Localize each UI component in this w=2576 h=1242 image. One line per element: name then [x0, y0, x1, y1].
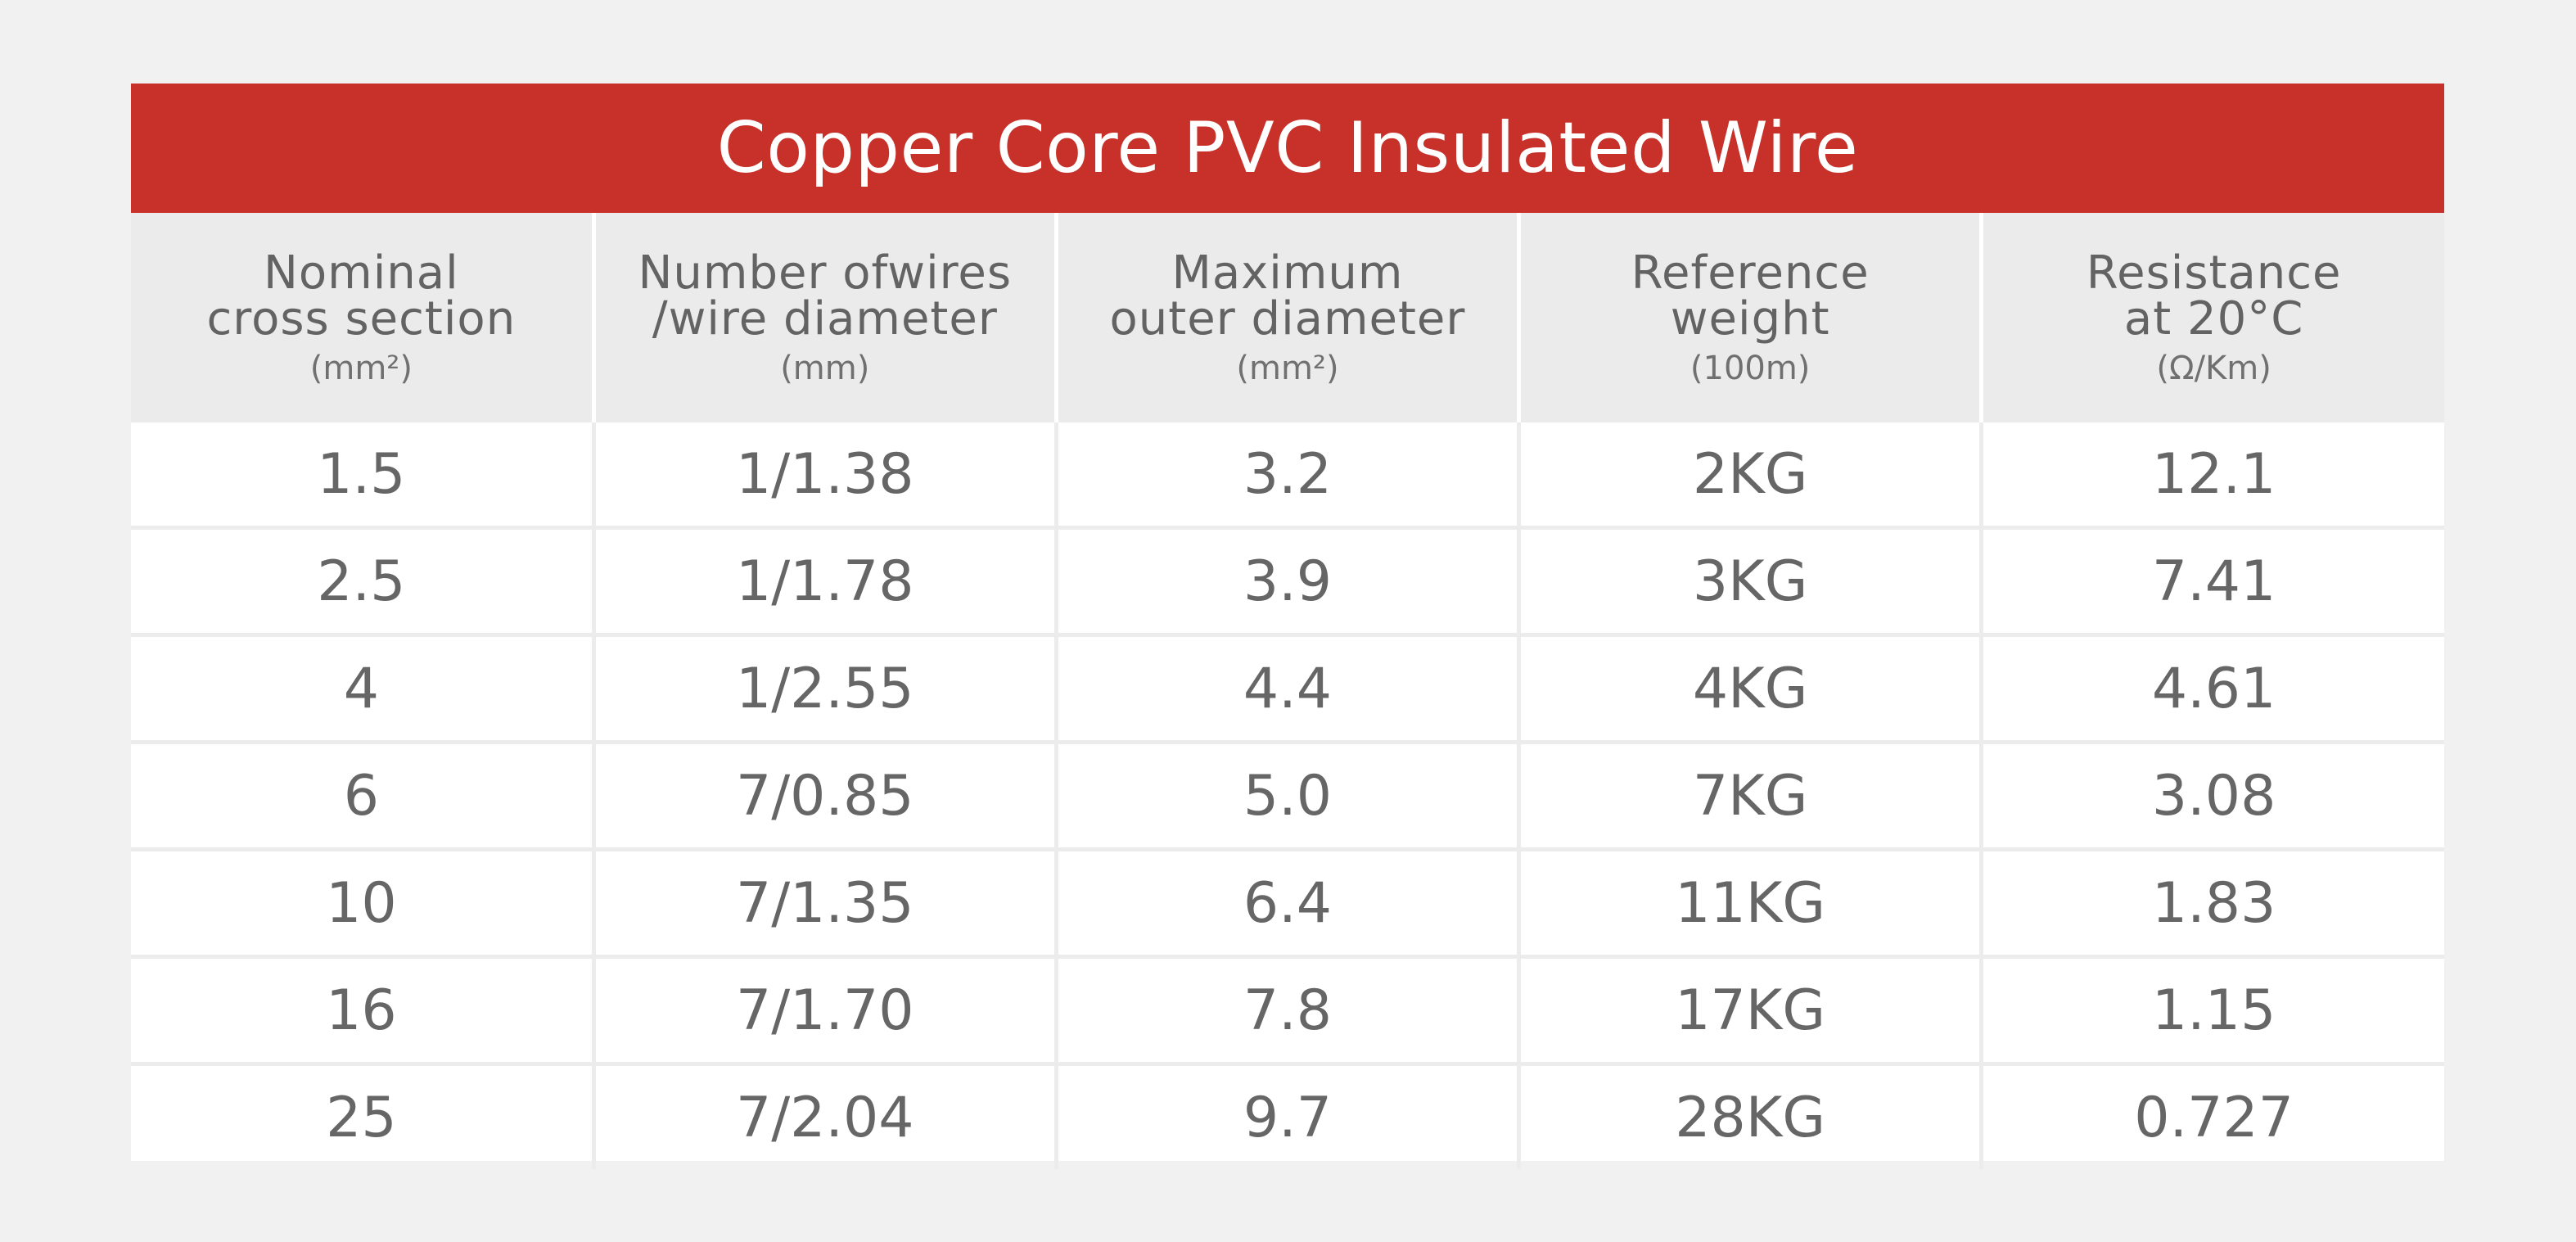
header-line1: Number ofwires [638, 246, 1013, 300]
table-cell: 4.4 [1056, 635, 1522, 744]
header-line1: Maximum [1171, 246, 1404, 300]
header-line2: /wire diameter [652, 292, 998, 346]
table-cell: 5.0 [1056, 742, 1522, 851]
table-cell: 7/1.70 [593, 956, 1058, 1066]
table-cell: 6 [131, 742, 596, 851]
table-cell: 17KG [1518, 956, 1984, 1066]
table-cell: 4 [131, 635, 596, 744]
header-unit: (Ω/Km) [2156, 350, 2271, 387]
header-line2: outer diameter [1109, 292, 1466, 346]
header-unit: (mm²) [309, 350, 413, 387]
spec-table-card: Copper Core PVC Insulated Wire Nominal c… [131, 84, 2444, 1169]
table-cell: 28KG [1518, 1064, 1984, 1169]
table-row: 10 7/1.35 6.4 11KG 1.83 [131, 849, 2444, 959]
table-cell: 11KG [1518, 849, 1984, 959]
table-row: 6 7/0.85 5.0 7KG 3.08 [131, 742, 2444, 851]
table-cell: 7/0.85 [593, 742, 1058, 851]
table-cell: 7.41 [1981, 527, 2444, 637]
table-cell: 3KG [1518, 527, 1984, 637]
header-cell-resistance: Resistance at 20°C (Ω/Km) [1979, 213, 2444, 422]
table-cell: 9.7 [1056, 1064, 1522, 1169]
table-cell: 7.8 [1056, 956, 1522, 1066]
table-row: 4 1/2.55 4.4 4KG 4.61 [131, 635, 2444, 744]
header-line1: Reference [1631, 246, 1870, 300]
table-cell: 7/1.35 [593, 849, 1058, 959]
table-cell: 1/2.55 [593, 635, 1058, 744]
table-cell: 2KG [1518, 422, 1984, 530]
header-cell-weight: Reference weight (100m) [1517, 213, 1984, 422]
header-line1: Resistance [2086, 246, 2342, 300]
table-cell: 1.83 [1981, 849, 2444, 959]
table-row: 1.5 1/1.38 3.2 2KG 12.1 [131, 422, 2444, 530]
table-body: 1.5 1/1.38 3.2 2KG 12.1 2.5 1/1.78 3.9 3… [131, 422, 2444, 1169]
table-cell: 3.2 [1056, 422, 1522, 530]
header-line2: cross section [206, 292, 517, 346]
table-cell: 7KG [1518, 742, 1984, 851]
table-cell: 10 [131, 849, 596, 959]
table-cell: 6.4 [1056, 849, 1522, 959]
table-row: 2.5 1/1.78 3.9 3KG 7.41 [131, 527, 2444, 637]
table-cell: 1/1.78 [593, 527, 1058, 637]
header-row: Nominal cross section (mm²) Number ofwir… [131, 213, 2444, 422]
header-line1: Nominal [264, 246, 459, 300]
table-cell: 3.9 [1056, 527, 1522, 637]
table-cell: 4.61 [1981, 635, 2444, 744]
header-line2: weight [1670, 292, 1830, 346]
header-cell-wires: Number ofwires /wire diameter (mm) [591, 213, 1058, 422]
table-cell: 12.1 [1981, 422, 2444, 530]
table-header: Nominal cross section (mm²) Number ofwir… [131, 213, 2444, 422]
spec-table: Nominal cross section (mm²) Number ofwir… [131, 213, 2444, 1169]
header-cell-cross-section: Nominal cross section (mm²) [131, 213, 596, 422]
table-cell: 7/2.04 [593, 1064, 1058, 1169]
table-cell: 16 [131, 956, 596, 1066]
table-row: 25 7/2.04 9.7 28KG 0.727 [131, 1064, 2444, 1169]
header-cell-outer-diameter: Maximum outer diameter (mm²) [1053, 213, 1522, 422]
table-title: Copper Core PVC Insulated Wire [131, 84, 2444, 213]
table-cell: 1/1.38 [593, 422, 1058, 530]
table-row: 16 7/1.70 7.8 17KG 1.15 [131, 956, 2444, 1066]
header-unit: (100m) [1690, 350, 1811, 387]
header-line2: at 20°C [2123, 292, 2304, 346]
table-cell: 1.5 [131, 422, 596, 530]
header-unit: (mm²) [1236, 350, 1339, 387]
table-cell: 1.15 [1981, 956, 2444, 1066]
header-unit: (mm) [780, 350, 870, 387]
table-cell: 3.08 [1981, 742, 2444, 851]
table-cell: 0.727 [2134, 1085, 2294, 1150]
table-cell: 4KG [1518, 635, 1984, 744]
table-cell: 25 [131, 1064, 596, 1169]
table-cell: 2.5 [131, 527, 596, 637]
